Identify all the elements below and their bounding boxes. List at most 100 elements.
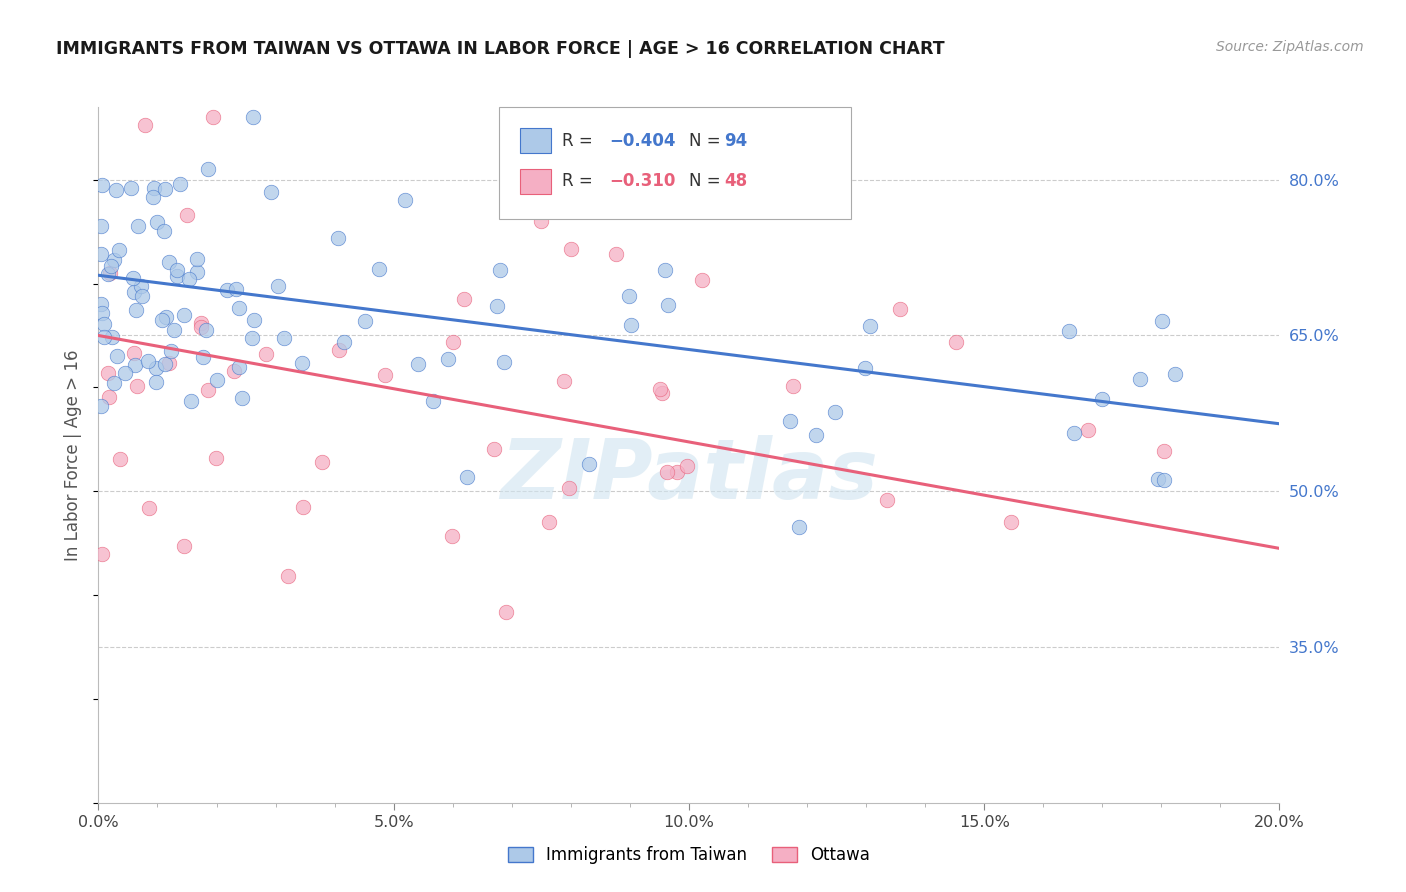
Point	[159, 343, 181, 358]
Point	[138, 501, 160, 516]
Point	[328, 343, 350, 357]
Point	[333, 334, 356, 349]
Point	[108, 452, 131, 467]
Point	[553, 375, 575, 389]
Point	[217, 284, 239, 298]
Point	[1153, 473, 1175, 487]
Point	[186, 265, 208, 279]
Point	[441, 529, 464, 543]
Point	[665, 465, 688, 479]
Point	[125, 379, 148, 393]
Point	[145, 375, 167, 389]
Point	[1000, 515, 1022, 529]
Point	[326, 231, 349, 245]
Point	[90, 219, 112, 233]
Point	[97, 366, 120, 380]
Point	[779, 413, 801, 427]
Point	[127, 219, 149, 233]
Point	[162, 323, 184, 337]
Point	[108, 243, 131, 257]
Point	[180, 394, 202, 409]
Point	[1077, 423, 1099, 437]
Point	[90, 246, 112, 260]
Text: Source: ZipAtlas.com: Source: ZipAtlas.com	[1216, 40, 1364, 54]
Point	[273, 330, 295, 344]
Point	[267, 278, 290, 293]
Point	[91, 178, 114, 192]
Point	[787, 519, 810, 533]
Point	[190, 319, 212, 334]
Point	[191, 350, 214, 364]
Point	[456, 469, 478, 483]
Point	[260, 185, 283, 199]
Point	[169, 177, 191, 191]
Point	[190, 316, 212, 330]
Point	[153, 224, 176, 238]
Point	[354, 314, 377, 328]
Point	[1147, 472, 1170, 486]
Point	[530, 214, 553, 228]
Point	[97, 267, 120, 281]
Point	[650, 382, 672, 396]
Point	[103, 376, 125, 390]
Point	[311, 455, 333, 469]
Point	[1153, 444, 1175, 458]
Point	[692, 273, 714, 287]
Point	[155, 310, 177, 325]
Point	[242, 111, 264, 125]
Point	[242, 312, 264, 326]
Y-axis label: In Labor Force | Age > 16: In Labor Force | Age > 16	[65, 349, 83, 561]
Point	[114, 366, 136, 380]
Point	[105, 183, 128, 197]
Point	[374, 368, 396, 382]
Point	[231, 392, 253, 406]
Point	[676, 458, 699, 473]
Text: R =: R =	[562, 132, 599, 150]
Point	[105, 349, 128, 363]
Point	[146, 215, 169, 229]
Point	[560, 242, 582, 256]
Point	[876, 493, 898, 508]
Point	[225, 282, 247, 296]
Point	[228, 301, 250, 316]
Point	[1057, 324, 1080, 338]
Point	[98, 391, 121, 405]
Point	[122, 270, 145, 285]
Point	[222, 364, 245, 378]
Point	[176, 208, 198, 222]
Point	[98, 266, 121, 280]
Point	[166, 262, 188, 277]
Point	[103, 253, 125, 268]
Point	[240, 330, 263, 344]
Text: −0.310: −0.310	[609, 172, 675, 190]
Point	[122, 285, 145, 300]
Point	[651, 386, 673, 401]
Point	[186, 252, 208, 267]
Point	[277, 568, 299, 582]
Point	[486, 299, 509, 313]
Point	[557, 481, 579, 495]
Point	[91, 547, 114, 561]
Point	[441, 335, 464, 350]
Point	[1150, 314, 1173, 328]
Point	[494, 354, 516, 368]
Point	[657, 298, 679, 312]
Point	[620, 318, 643, 333]
Point	[782, 379, 804, 393]
Point	[853, 360, 876, 375]
Point	[90, 399, 112, 413]
Point	[93, 330, 115, 344]
Point	[538, 516, 561, 530]
Text: 48: 48	[724, 172, 747, 190]
Point	[495, 605, 517, 619]
Point	[1063, 425, 1085, 440]
Point	[254, 347, 277, 361]
Point	[205, 373, 228, 387]
Text: ZIPatlas: ZIPatlas	[501, 435, 877, 516]
Point	[197, 161, 219, 176]
Text: N =: N =	[689, 132, 725, 150]
Point	[292, 500, 315, 515]
Point	[125, 303, 148, 318]
Point	[889, 301, 911, 316]
Point	[194, 323, 217, 337]
